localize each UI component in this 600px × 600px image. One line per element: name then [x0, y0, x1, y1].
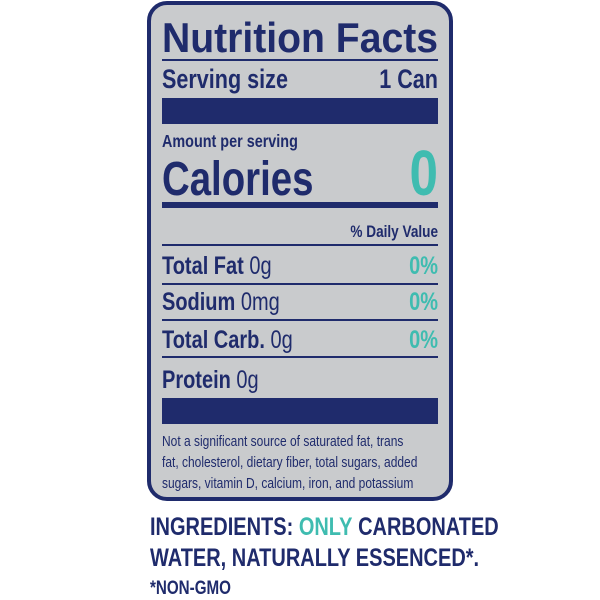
footnote-line: sugars, vitamin D, calcium, iron, and po…: [162, 475, 413, 492]
amount-per-serving: Amount per serving: [162, 132, 298, 152]
rule: [162, 244, 438, 246]
nutrient-amount: 0g: [249, 252, 271, 280]
nutrient-name: Protein: [162, 366, 231, 394]
calories-value: 0: [410, 139, 438, 210]
text-layer: Nutrition Facts Serving size 1 Can Amoun…: [150, 16, 499, 599]
nutrient-dv: 0%: [409, 252, 438, 280]
nutrient-dv: 0%: [409, 326, 438, 354]
ingredients-highlight: ONLY: [299, 513, 353, 541]
nutrient-row: Protein 0g: [162, 366, 259, 394]
nutrient-name: Total Carb.: [162, 326, 265, 354]
footnote-line: Not a significant source of saturated fa…: [162, 433, 404, 450]
title: Nutrition Facts: [162, 16, 438, 62]
footnote-line: fat, cholesterol, dietary fiber, total s…: [162, 454, 417, 471]
calories-label: Calories: [162, 153, 313, 206]
thick-bar: [162, 98, 438, 124]
ingredients-label: INGREDIENTS:: [150, 513, 293, 541]
nutrient-amount: 0mg: [241, 288, 280, 316]
ingredients-line: INGREDIENTS: ONLY CARBONATED: [150, 513, 499, 541]
nutrient-dv: 0%: [409, 288, 438, 316]
thick-bar: [162, 398, 438, 424]
rule: [162, 356, 438, 358]
nutrient-row: Total Fat 0g: [162, 252, 272, 280]
nutrient-amount: 0g: [270, 326, 292, 354]
rule: [162, 319, 438, 321]
ingredients-line: WATER, NATURALLY ESSENCED*.: [150, 544, 479, 572]
nutrient-name: Sodium: [162, 288, 235, 316]
serving-value: 1 Can: [379, 65, 438, 95]
daily-value-header: % Daily Value: [350, 223, 438, 242]
ingredients-text: CARBONATED: [358, 513, 499, 541]
ingredients-note: *NON-GMO: [150, 576, 231, 598]
label-box: [147, 1, 453, 501]
nutrient-amount: 0g: [236, 366, 258, 394]
serving-label: Serving size: [162, 65, 288, 95]
nutrient-row: Sodium 0mg: [162, 288, 280, 316]
rule: [162, 283, 438, 285]
rule: [162, 59, 438, 61]
nutrient-name: Total Fat: [162, 252, 244, 280]
rule: [162, 202, 438, 208]
nutrient-row: Total Carb. 0g: [162, 326, 293, 354]
